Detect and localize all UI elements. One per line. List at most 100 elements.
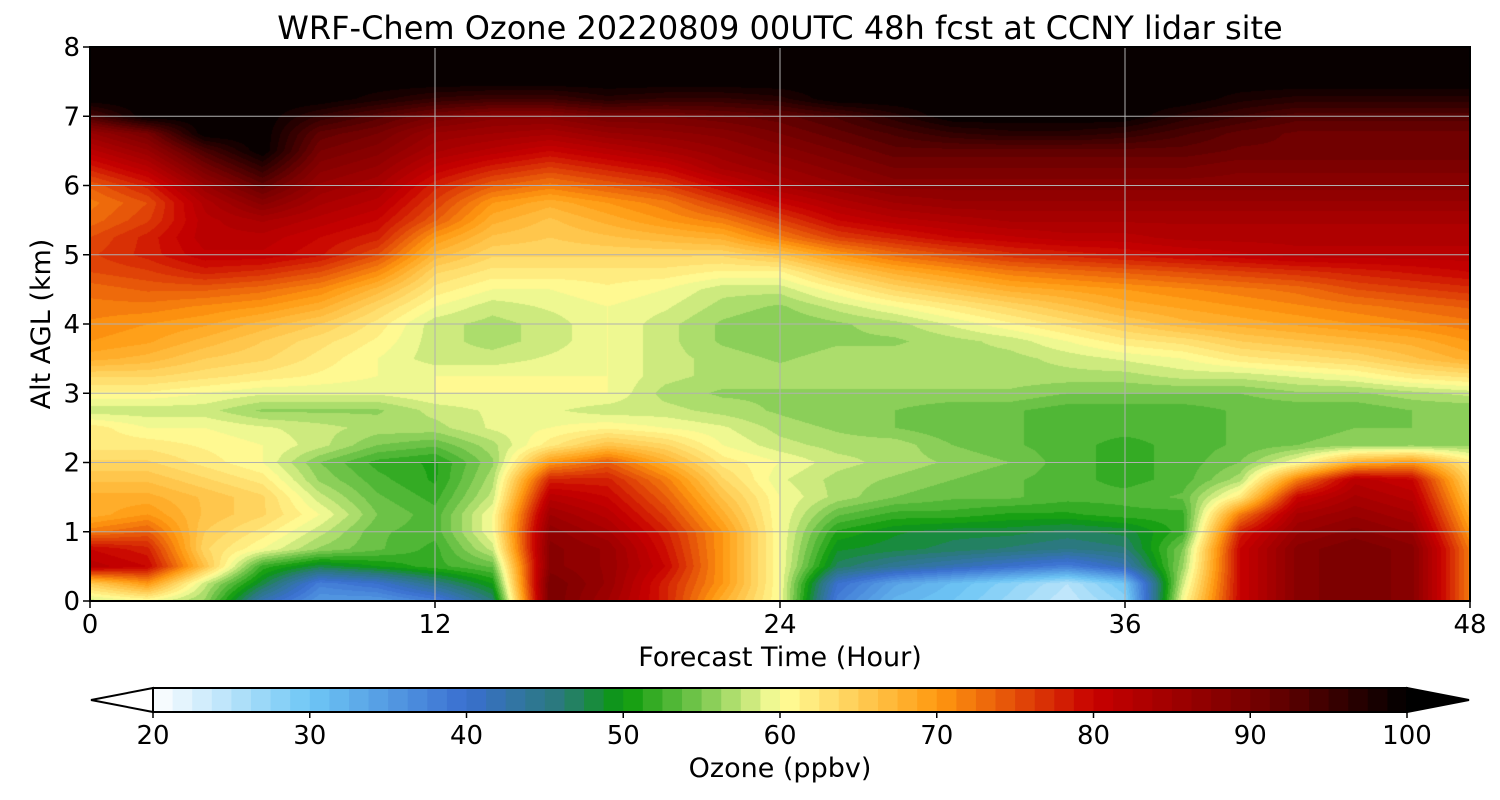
colorbar-min-extension <box>90 686 154 714</box>
colorbar-swatch <box>466 688 487 712</box>
colorbar-swatch <box>701 688 722 712</box>
colorbar-swatch <box>1250 688 1271 712</box>
y-tick-label: 2 <box>63 449 80 479</box>
colorbar-swatch <box>1367 688 1389 712</box>
colorbar-swatch <box>799 688 820 712</box>
colorbar-swatch <box>427 688 448 712</box>
colorbar-swatch <box>544 688 566 712</box>
colorbar: 20 30 40 50 60 70 80 90 100 Ozone (ppbv) <box>90 686 1470 784</box>
y-axis-label: Alt AGL (km) <box>26 239 57 410</box>
colorbar-swatch <box>1289 688 1310 712</box>
y-tick-label: 5 <box>63 241 80 271</box>
colorbar-swatch <box>1387 688 1408 712</box>
colorbar-swatch <box>231 688 252 712</box>
plot-area <box>89 46 1471 602</box>
x-tick-label: 24 <box>763 610 796 640</box>
colorbar-swatch <box>564 688 585 712</box>
colorbar-swatch <box>309 688 330 712</box>
colorbar-swatch <box>1211 688 1232 712</box>
colorbar-swatch <box>1328 688 1349 712</box>
colorbar-swatch <box>348 688 370 712</box>
colorbar-swatch <box>995 688 1016 712</box>
colorbar-swatches <box>153 688 1408 712</box>
colorbar-swatch <box>819 688 840 712</box>
colorbar-swatch <box>623 688 644 712</box>
colorbar-swatch <box>1230 688 1251 712</box>
colorbar-swatch <box>1191 688 1212 712</box>
colorbar-swatch <box>1093 688 1114 712</box>
colorbar-swatch <box>1152 688 1173 712</box>
y-tick-label: 7 <box>63 102 80 132</box>
colorbar-swatch <box>1171 688 1193 712</box>
colorbar-swatch <box>250 688 272 712</box>
colorbar-swatch <box>1309 688 1330 712</box>
colorbar-swatch <box>172 688 193 712</box>
colorbar-swatch <box>584 688 605 712</box>
colorbar-swatch <box>975 688 997 712</box>
colorbar-tick-label: 40 <box>450 721 483 751</box>
colorbar-tick-label: 30 <box>293 721 326 751</box>
colorbar-swatch <box>760 688 781 712</box>
colorbar-swatch <box>838 688 859 712</box>
grid-lines <box>90 47 1470 601</box>
colorbar-swatch <box>917 688 938 712</box>
colorbar-swatch <box>936 688 957 712</box>
colorbar-swatch <box>897 688 918 712</box>
colorbar-tick-label: 70 <box>920 721 953 751</box>
y-tick-label: 8 <box>63 33 80 63</box>
colorbar-swatch <box>603 688 624 712</box>
y-tick-label: 6 <box>63 172 80 202</box>
colorbar-swatch <box>858 688 879 712</box>
colorbar-swatch <box>211 688 232 712</box>
y-tick-label: 4 <box>63 310 80 340</box>
colorbar-swatch <box>682 688 703 712</box>
colorbar-swatch <box>192 688 213 712</box>
colorbar-swatch <box>1054 688 1075 712</box>
colorbar-ticks: 20 30 40 50 60 70 80 90 100 <box>136 712 1432 751</box>
colorbar-swatch <box>486 688 507 712</box>
colorbar-swatch <box>153 688 174 712</box>
x-axis-label: Forecast Time (Hour) <box>638 642 922 673</box>
x-tick-label: 0 <box>82 610 99 640</box>
colorbar-swatch <box>407 688 428 712</box>
colorbar-swatch <box>446 688 468 712</box>
x-tick-label: 48 <box>1453 610 1486 640</box>
colorbar-tick-label: 60 <box>763 721 796 751</box>
colorbar-tick-label: 50 <box>607 721 640 751</box>
colorbar-swatch <box>290 688 311 712</box>
x-tick-label: 36 <box>1108 610 1141 640</box>
y-axis-ticks: 0 1 2 3 4 5 6 7 8 <box>63 33 90 617</box>
colorbar-swatch <box>1132 688 1153 712</box>
colorbar-swatch <box>1348 688 1369 712</box>
colorbar-swatch <box>662 688 683 712</box>
colorbar-max-extension <box>1406 686 1470 714</box>
colorbar-swatch <box>1269 688 1291 712</box>
colorbar-swatch <box>329 688 350 712</box>
colorbar-tick-label: 90 <box>1234 721 1267 751</box>
y-tick-label: 3 <box>63 379 80 409</box>
x-tick-label: 12 <box>418 610 451 640</box>
colorbar-tick-label: 100 <box>1382 721 1432 751</box>
y-tick-label: 0 <box>63 587 80 617</box>
colorbar-tick-label: 20 <box>136 721 169 751</box>
colorbar-swatch <box>505 688 526 712</box>
colorbar-swatch <box>525 688 546 712</box>
x-axis-ticks: 0 12 24 36 48 <box>82 601 1487 640</box>
y-tick-label: 1 <box>63 518 80 548</box>
colorbar-tick-label: 80 <box>1077 721 1110 751</box>
colorbar-swatch <box>721 688 742 712</box>
colorbar-swatch <box>642 688 664 712</box>
colorbar-swatch <box>368 688 389 712</box>
colorbar-swatch <box>956 688 977 712</box>
chart-title: WRF-Chem Ozone 20220809 00UTC 48h fcst a… <box>277 9 1282 47</box>
colorbar-swatch <box>740 688 762 712</box>
colorbar-label: Ozone (ppbv) <box>689 753 872 784</box>
colorbar-swatch <box>877 688 899 712</box>
colorbar-swatch <box>780 688 801 712</box>
colorbar-swatch <box>388 688 409 712</box>
colorbar-swatch <box>1113 688 1134 712</box>
colorbar-swatch <box>270 688 291 712</box>
colorbar-swatch <box>1034 688 1055 712</box>
colorbar-swatch <box>1073 688 1095 712</box>
